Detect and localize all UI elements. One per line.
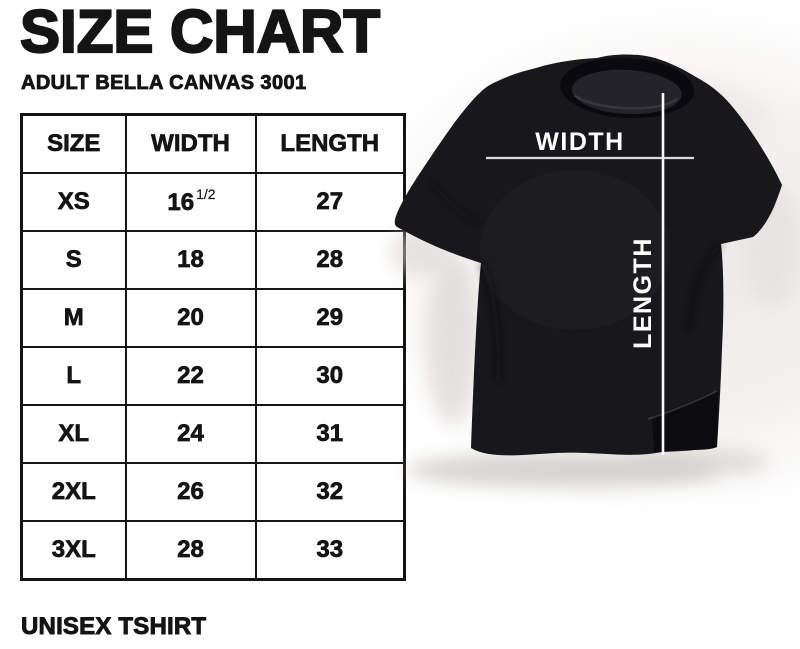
page-title: SIZE CHART — [19, 0, 381, 65]
size-cell: XL — [20, 404, 127, 464]
size-cell: 2XL — [20, 462, 127, 522]
width-cell: 18 — [124, 230, 257, 290]
footer-note: UNISEX TSHIRT — [21, 613, 207, 641]
width-cell: 28 — [124, 520, 257, 581]
width-cell: 16 1/2 — [124, 172, 257, 232]
length-cell: 32 — [254, 462, 406, 522]
size-cell: 3XL — [20, 520, 127, 581]
table-header-row: SIZE WIDTH LENGTH — [20, 113, 406, 174]
table-row: L 22 30 — [20, 346, 406, 406]
header-length: LENGTH — [254, 113, 406, 174]
size-cell: S — [20, 230, 127, 290]
tshirt-photo: WIDTH LENGTH — [390, 54, 800, 487]
hem-fold — [652, 390, 718, 452]
subtitle: ADULT BELLA CANVAS 3001 — [21, 72, 307, 95]
length-cell: 33 — [254, 520, 406, 581]
table-row: S 18 28 — [20, 230, 406, 290]
width-cell: 22 — [124, 346, 257, 406]
measurement-annotations: WIDTH LENGTH — [486, 93, 694, 455]
table-row: M 20 29 — [20, 288, 406, 348]
size-cell: XS — [20, 172, 127, 232]
table-row: 2XL 26 32 — [20, 462, 406, 522]
table-row: XL 24 31 — [20, 404, 406, 464]
width-cell: 20 — [124, 288, 257, 348]
width-annotation-label: WIDTH — [535, 128, 624, 156]
width-cell: 26 — [124, 462, 257, 522]
tshirt-image — [394, 54, 782, 456]
length-cell: 27 — [254, 172, 406, 232]
length-cell: 31 — [254, 404, 406, 464]
length-annotation-label: LENGTH — [629, 237, 657, 349]
header-size: SIZE — [20, 113, 127, 174]
length-cell: 29 — [254, 288, 406, 348]
header-width: WIDTH — [124, 113, 257, 174]
width-cell: 24 — [124, 404, 257, 464]
size-cell: L — [20, 346, 127, 406]
tshirt-body — [394, 54, 782, 456]
width-fraction: 1/2 — [196, 185, 216, 202]
length-cell: 30 — [254, 346, 406, 406]
table-row: 3XL 28 33 — [20, 520, 406, 581]
collar — [560, 57, 694, 119]
table-row: XS 16 1/2 27 — [20, 172, 406, 232]
width-value: 16 — [167, 188, 195, 216]
size-table: SIZE WIDTH LENGTH XS 16 1/2 27 S 18 28 M … — [20, 113, 406, 581]
size-cell: M — [20, 288, 127, 348]
